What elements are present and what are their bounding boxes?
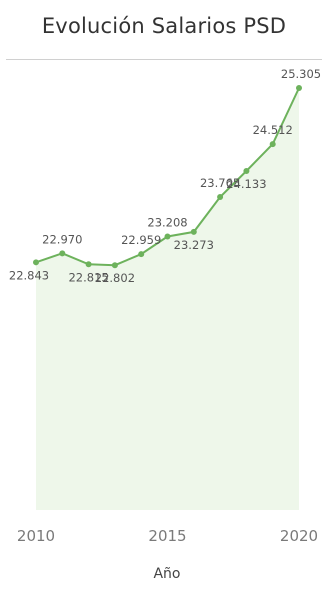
data-label-2018: 24.133 (226, 177, 266, 191)
data-point-2020[interactable] (296, 85, 302, 91)
data-label-2012: 22.815 (68, 270, 108, 284)
data-point-2017[interactable] (217, 194, 224, 201)
data-label-2020: 25.305 (281, 67, 321, 81)
x-tick-2010: 2010 (17, 527, 55, 545)
data-label-2014: 22.959 (121, 233, 161, 247)
data-point-2012[interactable] (85, 261, 92, 268)
area-fill (36, 88, 299, 510)
data-label-2017: 23.765 (200, 176, 240, 190)
data-label-2010: 22.843 (9, 268, 49, 282)
data-point-2011[interactable] (59, 250, 66, 257)
data-point-2018[interactable] (243, 167, 250, 174)
data-point-2016[interactable] (190, 228, 197, 235)
x-tick-2015: 2015 (148, 527, 186, 545)
chart-title: Evolución Salarios PSD (41, 14, 287, 38)
data-label-2016: 23.273 (174, 238, 214, 252)
data-point-2019[interactable] (269, 141, 276, 148)
data-label-2019: 24.512 (253, 123, 293, 137)
data-point-2010[interactable] (33, 259, 39, 266)
x-axis-label: Año (153, 566, 180, 582)
data-label-2013: 22.802 (95, 271, 135, 285)
x-tick-2020: 2020 (280, 527, 318, 545)
title-divider (6, 59, 322, 60)
data-point-2015[interactable] (164, 233, 171, 240)
data-point-2014[interactable] (138, 251, 145, 258)
data-point-2013[interactable] (111, 262, 118, 269)
data-label-2011: 22.970 (42, 232, 82, 246)
data-label-2015: 23.208 (147, 215, 187, 229)
